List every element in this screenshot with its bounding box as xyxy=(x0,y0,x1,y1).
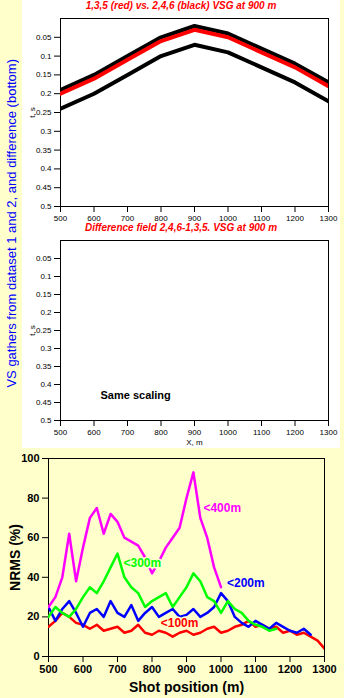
svg-text:0.2: 0.2 xyxy=(40,308,52,317)
svg-text:600: 600 xyxy=(87,214,101,222)
svg-text:800: 800 xyxy=(154,428,168,437)
html-text:1,3,5 (red) vs. 2,4,6 (black): 1,3,5 (red) vs. 2,4,6 (black) VSG at 900… xyxy=(85,0,277,11)
svg-text:<100m: <100m xyxy=(161,616,199,630)
svg-text:0.35: 0.35 xyxy=(36,362,52,371)
svg-text:100: 100 xyxy=(21,452,39,464)
svg-text:0.25: 0.25 xyxy=(36,108,52,117)
svg-text:0.4: 0.4 xyxy=(40,380,52,389)
svg-text:900: 900 xyxy=(188,428,202,437)
svg-text:600: 600 xyxy=(74,663,92,675)
svg-text:t, s: t, s xyxy=(28,107,37,118)
svg-text:<400m: <400m xyxy=(203,501,241,515)
svg-text:0.45: 0.45 xyxy=(36,183,52,192)
svg-text:900: 900 xyxy=(177,663,195,675)
svg-text:700: 700 xyxy=(108,663,126,675)
svg-text:700: 700 xyxy=(121,428,135,437)
svg-text:1100: 1100 xyxy=(253,428,271,437)
svg-text:1300: 1300 xyxy=(320,428,338,437)
svg-text:1300: 1300 xyxy=(312,663,336,675)
svg-text:0.05: 0.05 xyxy=(36,33,52,42)
svg-text:1200: 1200 xyxy=(286,214,304,222)
svg-text:1200: 1200 xyxy=(286,428,304,437)
svg-text:0.1: 0.1 xyxy=(40,52,52,61)
svg-text:1000: 1000 xyxy=(209,663,233,675)
svg-text:600: 600 xyxy=(87,428,101,437)
svg-text:20: 20 xyxy=(27,610,39,622)
html-text:Difference field 2,4,6-1,3,5.: Difference field 2,4,6-1,3,5. VSG at 900… xyxy=(84,222,278,233)
svg-text:1100: 1100 xyxy=(253,214,271,222)
svg-text:0.15: 0.15 xyxy=(36,70,52,79)
svg-text:900: 900 xyxy=(188,214,202,222)
svg-text:1200: 1200 xyxy=(278,663,302,675)
svg-text:1000: 1000 xyxy=(219,428,237,437)
svg-text:NRMS (%): NRMS (%) xyxy=(7,524,23,591)
svg-text:800: 800 xyxy=(154,214,168,222)
svg-text:0.35: 0.35 xyxy=(36,146,52,155)
svg-text:t, s: t, s xyxy=(28,325,37,336)
svg-text:1300: 1300 xyxy=(320,214,338,222)
svg-text:Same scaling: Same scaling xyxy=(101,389,171,401)
svg-text:X, m: X, m xyxy=(186,438,203,447)
svg-text:0.4: 0.4 xyxy=(40,164,52,173)
svg-text:0.3: 0.3 xyxy=(40,127,52,136)
svg-text:Shot position (m): Shot position (m) xyxy=(129,679,244,695)
html-text:VS gathers from dataset 1 and: VS gathers from dataset 1 and 2, and dif… xyxy=(3,58,19,388)
svg-text:700: 700 xyxy=(121,214,135,222)
svg-text:0.15: 0.15 xyxy=(36,290,52,299)
svg-text:500: 500 xyxy=(54,428,68,437)
svg-text:0.3: 0.3 xyxy=(40,344,52,353)
svg-text:0: 0 xyxy=(33,650,39,662)
svg-text:0.2: 0.2 xyxy=(40,89,52,98)
svg-text:1100: 1100 xyxy=(244,663,268,675)
svg-text:800: 800 xyxy=(143,663,161,675)
svg-text:80: 80 xyxy=(27,492,39,504)
svg-text:0.45: 0.45 xyxy=(36,398,52,407)
svg-text:<300m: <300m xyxy=(124,556,162,570)
svg-text:500: 500 xyxy=(39,663,57,675)
svg-text:60: 60 xyxy=(27,531,39,543)
svg-text:0.05: 0.05 xyxy=(36,254,52,263)
svg-text:0.5: 0.5 xyxy=(40,416,52,425)
svg-text:40: 40 xyxy=(27,571,39,583)
svg-text:0.5: 0.5 xyxy=(40,202,52,211)
svg-text:<200m: <200m xyxy=(227,576,265,590)
svg-text:500: 500 xyxy=(54,214,68,222)
svg-text:1000: 1000 xyxy=(219,214,237,222)
svg-text:0.1: 0.1 xyxy=(40,272,52,281)
svg-text:0.25: 0.25 xyxy=(36,326,52,335)
